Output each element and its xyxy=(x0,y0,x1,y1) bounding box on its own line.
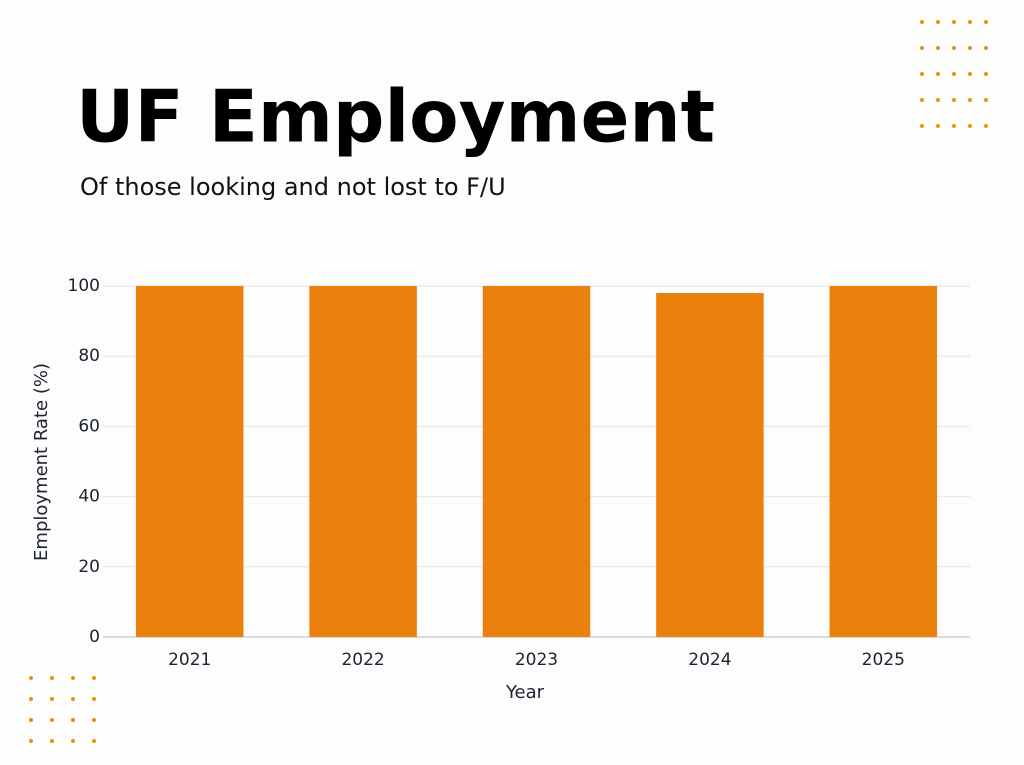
y-tick-label: 40 xyxy=(78,487,100,507)
dot xyxy=(71,718,75,722)
dot xyxy=(936,98,940,102)
y-axis-label: Employment Rate (%) xyxy=(31,363,52,561)
x-tick-label: 2022 xyxy=(341,650,384,670)
y-tick-label: 0 xyxy=(89,627,100,647)
dot xyxy=(984,98,988,102)
dot xyxy=(984,20,988,24)
bar xyxy=(135,286,244,637)
y-tick-label: 60 xyxy=(78,416,100,436)
y-tick-label: 80 xyxy=(78,346,100,366)
dot xyxy=(29,718,33,722)
dot xyxy=(968,124,972,128)
bar xyxy=(482,286,591,637)
dot xyxy=(29,739,33,743)
dot xyxy=(50,676,54,680)
dot xyxy=(984,124,988,128)
dot xyxy=(71,676,75,680)
dot xyxy=(920,98,924,102)
chart-title: UF Employment xyxy=(76,75,715,159)
dot xyxy=(920,20,924,24)
x-tick-label: 2024 xyxy=(688,650,731,670)
x-tick-label: 2025 xyxy=(862,650,905,670)
dot xyxy=(984,72,988,76)
dot xyxy=(936,46,940,50)
dot xyxy=(50,718,54,722)
bar xyxy=(829,286,938,637)
dot xyxy=(952,46,956,50)
dot xyxy=(936,124,940,128)
dot xyxy=(968,72,972,76)
dot xyxy=(984,46,988,50)
dot xyxy=(952,124,956,128)
x-tick-label: 2021 xyxy=(168,650,211,670)
chart-subtitle: Of those looking and not lost to F/U xyxy=(80,173,506,201)
dot xyxy=(952,72,956,76)
y-tick-label: 100 xyxy=(68,276,100,296)
dot xyxy=(920,72,924,76)
dot xyxy=(92,676,96,680)
dot xyxy=(936,20,940,24)
dot xyxy=(936,72,940,76)
dot xyxy=(968,20,972,24)
bar xyxy=(656,293,764,637)
y-tick-label: 20 xyxy=(78,557,100,577)
dot xyxy=(968,98,972,102)
dot xyxy=(920,46,924,50)
bar xyxy=(309,286,417,637)
dot xyxy=(952,98,956,102)
dot xyxy=(71,697,75,701)
decoration xyxy=(29,20,988,743)
dot xyxy=(50,739,54,743)
dot xyxy=(920,124,924,128)
dot xyxy=(71,739,75,743)
dot xyxy=(92,718,96,722)
x-tick-label: 2023 xyxy=(515,650,558,670)
dot xyxy=(29,676,33,680)
dot xyxy=(92,697,96,701)
dot xyxy=(29,697,33,701)
dot xyxy=(92,739,96,743)
dot xyxy=(952,20,956,24)
dot xyxy=(968,46,972,50)
dot xyxy=(50,697,54,701)
x-axis-label: Year xyxy=(505,682,545,703)
